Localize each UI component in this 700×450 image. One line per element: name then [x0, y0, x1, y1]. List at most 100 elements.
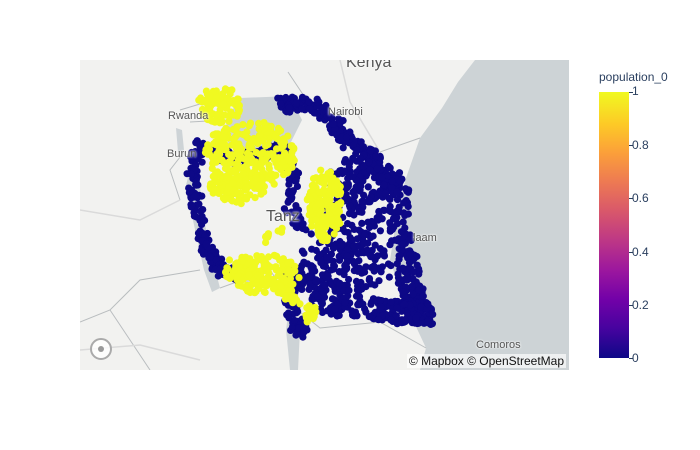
point-value-1: [231, 167, 239, 175]
point-value-1: [262, 238, 270, 247]
point-value-1: [315, 199, 323, 208]
point-value-1: [277, 282, 285, 290]
point-value-0: [405, 259, 414, 267]
point-value-0: [350, 242, 358, 250]
point-value-0: [298, 247, 306, 255]
point-value-0: [300, 258, 308, 266]
label-nairobi: Nairobi: [328, 106, 363, 118]
point-value-1: [203, 115, 211, 123]
colorbar-tick-1: 1: [632, 84, 639, 98]
point-value-0: [393, 304, 401, 312]
map-canvas: [80, 60, 569, 370]
point-value-0: [387, 298, 395, 306]
point-value-0: [348, 173, 357, 181]
colorbar-tick-0.8: 0.8: [632, 138, 649, 152]
lake-kivu: [176, 128, 184, 152]
point-value-0: [354, 250, 362, 258]
point-value-0: [400, 300, 409, 308]
mapbox-logo-icon[interactable]: [90, 338, 112, 360]
point-value-0: [351, 192, 359, 200]
colorbar-tickmark: [629, 198, 633, 199]
point-value-0: [300, 327, 308, 336]
point-value-0: [308, 245, 316, 253]
point-value-1: [318, 236, 326, 244]
point-value-0: [324, 272, 332, 280]
point-value-0: [195, 200, 203, 208]
point-value-0: [323, 253, 331, 261]
point-value-0: [393, 188, 401, 196]
point-value-0: [335, 268, 343, 276]
point-value-0: [187, 170, 195, 178]
point-value-1: [239, 121, 247, 129]
point-value-1: [254, 271, 262, 280]
point-value-1: [210, 140, 218, 148]
point-value-1: [320, 186, 328, 194]
point-value-1: [229, 179, 237, 187]
point-value-1: [267, 170, 275, 178]
point-value-0: [190, 212, 198, 220]
point-value-0: [375, 207, 383, 216]
label-kenya: Kenya: [346, 60, 392, 71]
point-value-0: [341, 158, 349, 166]
point-value-0: [202, 240, 211, 248]
point-value-1: [270, 251, 278, 259]
point-value-0: [409, 268, 417, 276]
point-value-0: [345, 275, 353, 284]
point-value-0: [359, 143, 367, 151]
point-value-0: [343, 252, 351, 260]
point-value-1: [306, 207, 314, 215]
point-value-0: [378, 263, 386, 271]
point-value-1: [276, 256, 284, 264]
point-value-1: [219, 133, 227, 141]
point-value-1: [245, 271, 253, 279]
point-value-0: [415, 267, 423, 275]
point-value-0: [378, 173, 386, 181]
map-attribution[interactable]: © Mapbox © OpenStreetMap: [406, 354, 566, 368]
colorbar-tick-0: 0: [632, 351, 639, 365]
colorbar-tickmark: [629, 305, 633, 306]
point-value-1: [265, 161, 273, 169]
point-value-0: [360, 231, 369, 239]
map-area[interactable]: Kenya Nairobi Rwanda Burun Tanz laam Com…: [80, 60, 569, 370]
point-value-1: [248, 264, 257, 272]
point-value-0: [288, 208, 296, 216]
point-value-0: [403, 309, 411, 317]
point-value-0: [398, 246, 406, 254]
point-value-1: [328, 216, 336, 224]
point-value-1: [224, 165, 232, 173]
point-value-1: [303, 318, 311, 326]
point-value-1: [285, 156, 293, 165]
point-value-1: [322, 223, 330, 231]
point-value-1: [324, 234, 332, 242]
point-value-1: [222, 195, 230, 203]
point-value-0: [377, 303, 385, 311]
point-value-0: [346, 159, 354, 167]
point-value-1: [276, 267, 284, 276]
point-value-0: [298, 105, 306, 113]
point-value-0: [305, 285, 313, 293]
point-value-1: [334, 191, 342, 199]
point-value-0: [359, 203, 367, 211]
colorbar-title: population_0: [599, 70, 668, 84]
point-value-1: [264, 232, 272, 240]
point-value-1: [319, 213, 327, 221]
point-value-0: [364, 183, 372, 191]
point-value-1: [234, 189, 242, 197]
point-value-0: [400, 209, 408, 217]
point-value-1: [234, 101, 242, 109]
point-value-0: [322, 246, 330, 254]
point-value-1: [335, 207, 343, 216]
point-value-1: [225, 256, 234, 264]
point-value-1: [252, 174, 260, 182]
point-value-0: [399, 265, 407, 273]
point-value-0: [398, 240, 406, 249]
point-value-1: [316, 224, 324, 232]
point-value-0: [312, 277, 320, 285]
point-value-0: [288, 194, 296, 202]
point-value-0: [393, 196, 402, 204]
point-value-0: [394, 270, 402, 278]
point-value-1: [242, 183, 250, 191]
point-value-1: [244, 287, 252, 295]
point-value-0: [401, 316, 409, 324]
point-value-1: [201, 149, 210, 157]
